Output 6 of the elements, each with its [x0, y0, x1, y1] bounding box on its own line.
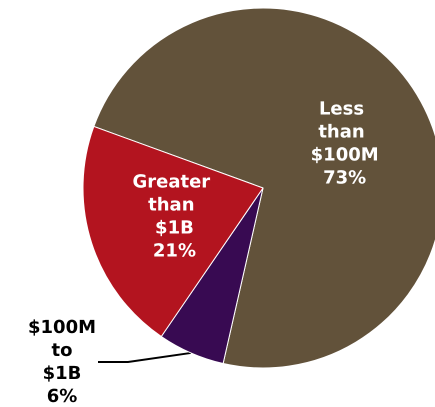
data-label: 21% — [152, 240, 196, 262]
slice-label: Less than $100M — [310, 98, 379, 166]
data-label: 6% — [46, 386, 78, 407]
data-label: 73% — [323, 167, 366, 188]
slice-label: $100M to $1B — [28, 317, 96, 384]
slice-label: Greater than $1B — [132, 171, 216, 238]
